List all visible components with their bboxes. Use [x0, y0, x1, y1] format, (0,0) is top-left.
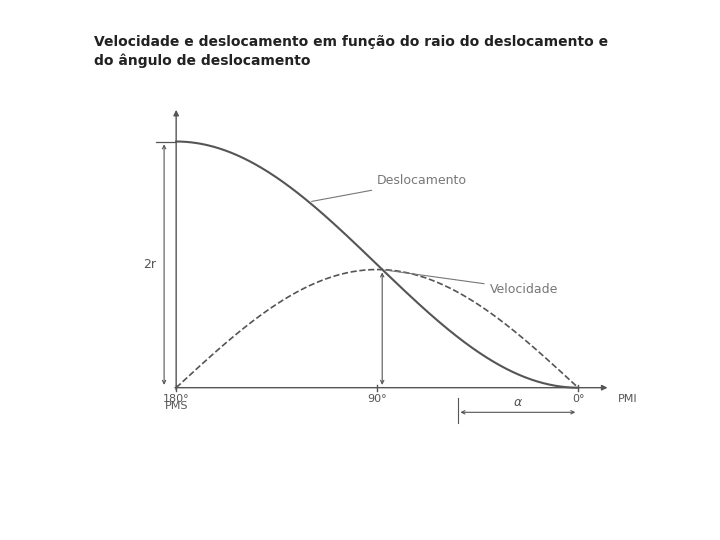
Text: 0°: 0°: [572, 394, 585, 404]
Text: 90°: 90°: [367, 394, 387, 404]
Text: 2r: 2r: [143, 258, 156, 271]
Text: 180°: 180°: [163, 394, 189, 404]
Text: PMS: PMS: [164, 401, 188, 411]
Text: do ângulo de deslocamento: do ângulo de deslocamento: [94, 54, 310, 69]
Text: Velocidade: Velocidade: [385, 270, 558, 296]
Text: Velocidade e deslocamento em função do raio do deslocamento e: Velocidade e deslocamento em função do r…: [94, 35, 608, 49]
Text: PMI: PMI: [618, 394, 638, 404]
Text: Deslocamento: Deslocamento: [312, 174, 467, 201]
Text: α: α: [514, 396, 522, 409]
